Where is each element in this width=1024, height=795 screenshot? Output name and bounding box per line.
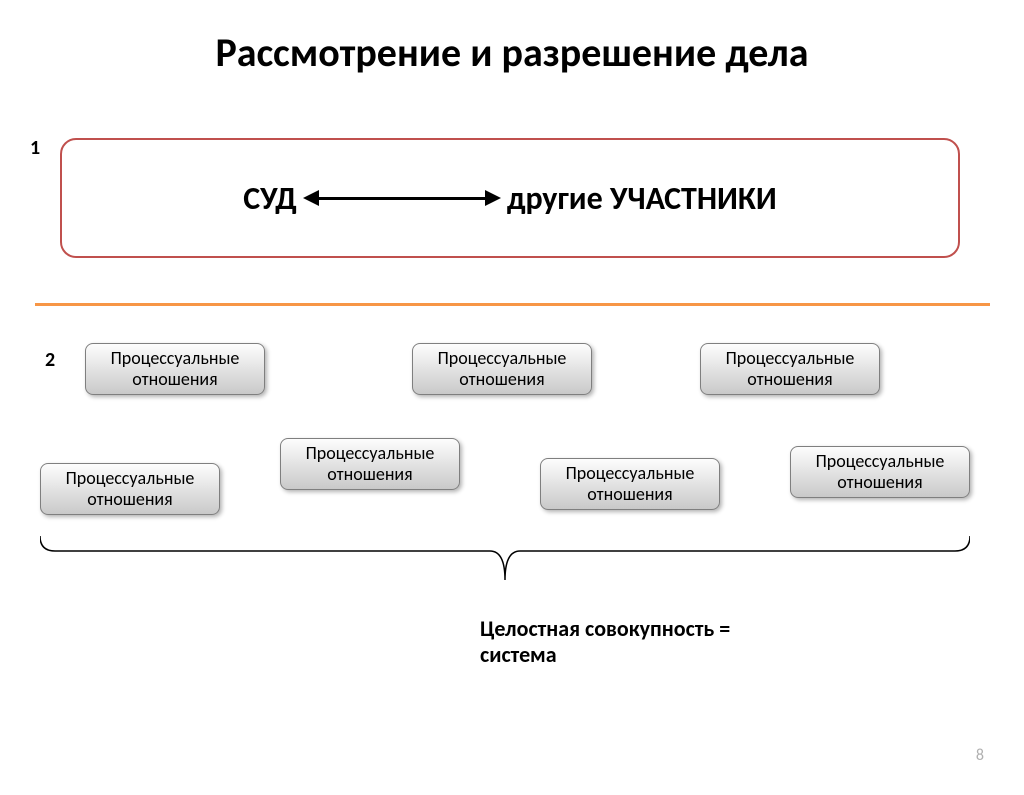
page-title: Рассмотрение и разрешение дела	[0, 28, 1024, 77]
section-number-1: 1	[30, 136, 40, 160]
section-number-2: 2	[45, 348, 55, 372]
curly-brace-icon	[40, 528, 970, 588]
top-box-left-text: СУД	[243, 179, 297, 218]
horizontal-divider	[35, 303, 990, 306]
procedural-relation-pill: Процессуальные отношения	[280, 438, 460, 490]
procedural-relation-pill: Процессуальные отношения	[790, 446, 970, 498]
page-number: 8	[976, 746, 984, 765]
summary-text: Целостная совокупность = система	[480, 616, 730, 669]
summary-line-2: система	[480, 641, 557, 668]
procedural-relation-pill: Процессуальные отношения	[700, 343, 880, 395]
procedural-relation-pill: Процессуальные отношения	[540, 458, 720, 510]
summary-line-1: Целостная совокупность =	[480, 615, 730, 642]
double-arrow-icon	[317, 197, 487, 200]
top-box-right-text: другие УЧАСТНИКИ	[507, 179, 777, 218]
procedural-relation-pill: Процессуальные отношения	[40, 463, 220, 515]
top-relationship-box: СУД другие УЧАСТНИКИ	[60, 138, 960, 258]
procedural-relation-pill: Процессуальные отношения	[412, 343, 592, 395]
procedural-relation-pill: Процессуальные отношения	[85, 343, 265, 395]
